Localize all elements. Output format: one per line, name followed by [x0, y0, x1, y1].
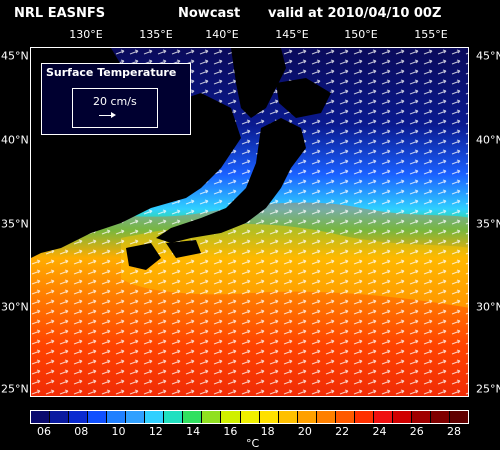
colorbar-segment	[69, 411, 89, 423]
model-title: NRL EASNFS	[14, 6, 106, 21]
colorbar	[30, 410, 469, 424]
colorbar-tick-label: 26	[409, 425, 424, 438]
valid-time: valid at 2010/04/10 00Z	[268, 6, 442, 21]
colorbar-segment	[392, 411, 412, 423]
shikoku-landmass	[166, 240, 201, 258]
legend-title: Surface Temperature	[46, 66, 177, 79]
colorbar-tick-label: 16	[223, 425, 238, 438]
colorbar-segment	[50, 411, 70, 423]
colorbar-segment	[430, 411, 451, 423]
colorbar-tick-label: 28	[447, 425, 461, 438]
lon-label-150: 150°E	[344, 28, 378, 41]
colorbar-segment	[411, 411, 431, 423]
lat-label-35-left: 35°N	[1, 217, 29, 231]
lat-label-35-right: 35°N	[476, 217, 500, 231]
lat-label-25-left: 25°N	[1, 382, 29, 396]
colorbar-tick-label: 24	[372, 425, 387, 438]
colorbar-segment	[316, 411, 336, 423]
colorbar-segment	[297, 411, 317, 423]
colorbar-segment	[221, 411, 241, 423]
honshu-landmass	[156, 118, 306, 243]
colorbar-segment	[183, 411, 203, 423]
map-legend: Surface Temperature 20 cm/s	[41, 63, 191, 135]
colorbar-tick-label: 22	[335, 425, 350, 438]
colorbar-segment	[145, 411, 165, 423]
colorbar-segment	[240, 411, 260, 423]
lat-label-45-left: 45°N	[1, 49, 29, 63]
colorbar-segment	[31, 411, 51, 423]
colorbar-segment	[126, 411, 146, 423]
lon-label-130: 130°E	[69, 28, 103, 41]
lat-label-25-right: 25°N	[476, 382, 500, 396]
colorbar-segment	[164, 411, 184, 423]
colorbar-segment	[335, 411, 355, 423]
lat-label-40-right: 40°N	[476, 133, 500, 147]
vector-scale-box: 20 cm/s	[72, 88, 158, 128]
colorbar-segment	[107, 411, 127, 423]
sst-map[interactable]: Surface Temperature 20 cm/s	[30, 47, 469, 397]
vector-scale-label: 20 cm/s	[93, 95, 137, 108]
colorbar-segment	[88, 411, 108, 423]
colorbar-segment	[259, 411, 279, 423]
lon-label-155: 155°E	[414, 28, 448, 41]
lat-label-30-right: 30°N	[476, 300, 500, 314]
colorbar-tick-label: 12	[148, 425, 163, 438]
header: NRL EASNFS Nowcast valid at 2010/04/10 0…	[0, 0, 500, 26]
lat-label-30-left: 30°N	[1, 300, 29, 314]
colorbar-segment	[202, 411, 222, 423]
sakhalin-landmass	[231, 48, 286, 118]
lat-label-45-right: 45°N	[476, 49, 500, 63]
colorbar-tick-label: 08	[74, 425, 89, 438]
colorbar-unit: °C	[246, 437, 260, 450]
colorbar-segment	[278, 411, 298, 423]
lat-label-40-left: 40°N	[1, 133, 29, 147]
colorbar-segment	[373, 411, 393, 423]
colorbar-tick-label: 06	[37, 425, 51, 438]
colorbar-tick-label: 20	[297, 425, 312, 438]
kyushu-landmass	[126, 243, 161, 270]
lon-label-145: 145°E	[275, 28, 309, 41]
hokkaido-landmass	[276, 78, 331, 118]
forecast-type: Nowcast	[178, 6, 241, 21]
colorbar-tick-label: 18	[260, 425, 275, 438]
lon-label-135: 135°E	[139, 28, 173, 41]
colorbar-tick-label: 10	[111, 425, 126, 438]
colorbar-segment	[354, 411, 374, 423]
lon-label-140: 140°E	[205, 28, 239, 41]
colorbar-tick-label: 14	[186, 425, 201, 438]
colorbar-segment	[450, 411, 469, 423]
vector-scale-arrow-icon	[99, 112, 116, 118]
